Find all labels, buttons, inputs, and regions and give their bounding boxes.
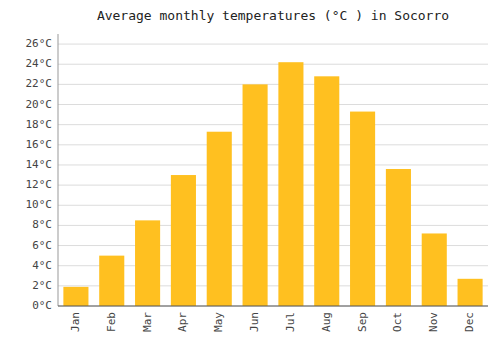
grid-line: [58, 124, 488, 125]
x-tick-label: Oct: [391, 312, 404, 332]
y-tick-label: 8°C: [32, 218, 52, 231]
bar: [99, 256, 124, 306]
x-tick-label: Jan: [69, 312, 82, 332]
x-tick-label: Aug: [320, 312, 333, 332]
grid-line: [58, 64, 488, 65]
y-tick-label: 22°C: [26, 77, 53, 90]
bar: [350, 112, 375, 306]
x-tick-label: Apr: [176, 312, 189, 332]
y-axis-line: [58, 34, 59, 306]
grid-line: [58, 306, 488, 307]
bar: [243, 84, 268, 306]
y-tick-label: 12°C: [26, 178, 53, 191]
chart-container: Average monthly temperatures (°C ) in So…: [0, 0, 500, 350]
y-tick-label: 2°C: [32, 279, 52, 292]
x-tick-label: Feb: [105, 312, 118, 332]
bar: [314, 76, 339, 306]
y-tick-label: 10°C: [26, 198, 53, 211]
x-tick-label: Jun: [248, 312, 261, 332]
x-tick-label: Jul: [284, 312, 297, 332]
x-tick-label: Nov: [427, 312, 440, 332]
grid-line: [58, 144, 488, 145]
y-tick-label: 24°C: [26, 57, 53, 70]
chart: Average monthly temperatures (°C ) in So…: [0, 0, 500, 350]
bar: [386, 169, 411, 306]
x-tick-label: Sep: [356, 312, 369, 332]
title: Average monthly temperatures (°C ) in So…: [97, 8, 449, 23]
y-tick-label: 18°C: [26, 118, 53, 131]
grid-line: [58, 104, 488, 105]
bar: [458, 279, 483, 306]
y-tick-label: 4°C: [32, 259, 52, 272]
y-tick-label: 0°C: [32, 299, 52, 312]
grid-line: [58, 205, 488, 206]
y-tick-label: 16°C: [26, 138, 53, 151]
x-tick-label: Mar: [141, 312, 154, 332]
bar: [135, 220, 160, 306]
grid-line: [58, 84, 488, 85]
x-tick-label: Dec: [463, 312, 476, 332]
y-tick-label: 26°C: [26, 37, 53, 50]
y-tick-label: 6°C: [32, 239, 52, 252]
bar: [422, 233, 447, 306]
bar: [63, 287, 88, 306]
y-tick-label: 14°C: [26, 158, 53, 171]
grid-line: [58, 185, 488, 186]
grid-line: [58, 44, 488, 45]
bar: [278, 62, 303, 306]
bar: [207, 132, 232, 306]
y-grid: [58, 44, 488, 306]
bars: [63, 62, 482, 306]
bar: [171, 175, 196, 306]
x-axis-line: [58, 306, 488, 307]
grid-line: [58, 164, 488, 165]
grid-line: [58, 225, 488, 226]
y-tick-label: 20°C: [26, 98, 53, 111]
x-tick-label: May: [212, 312, 225, 332]
